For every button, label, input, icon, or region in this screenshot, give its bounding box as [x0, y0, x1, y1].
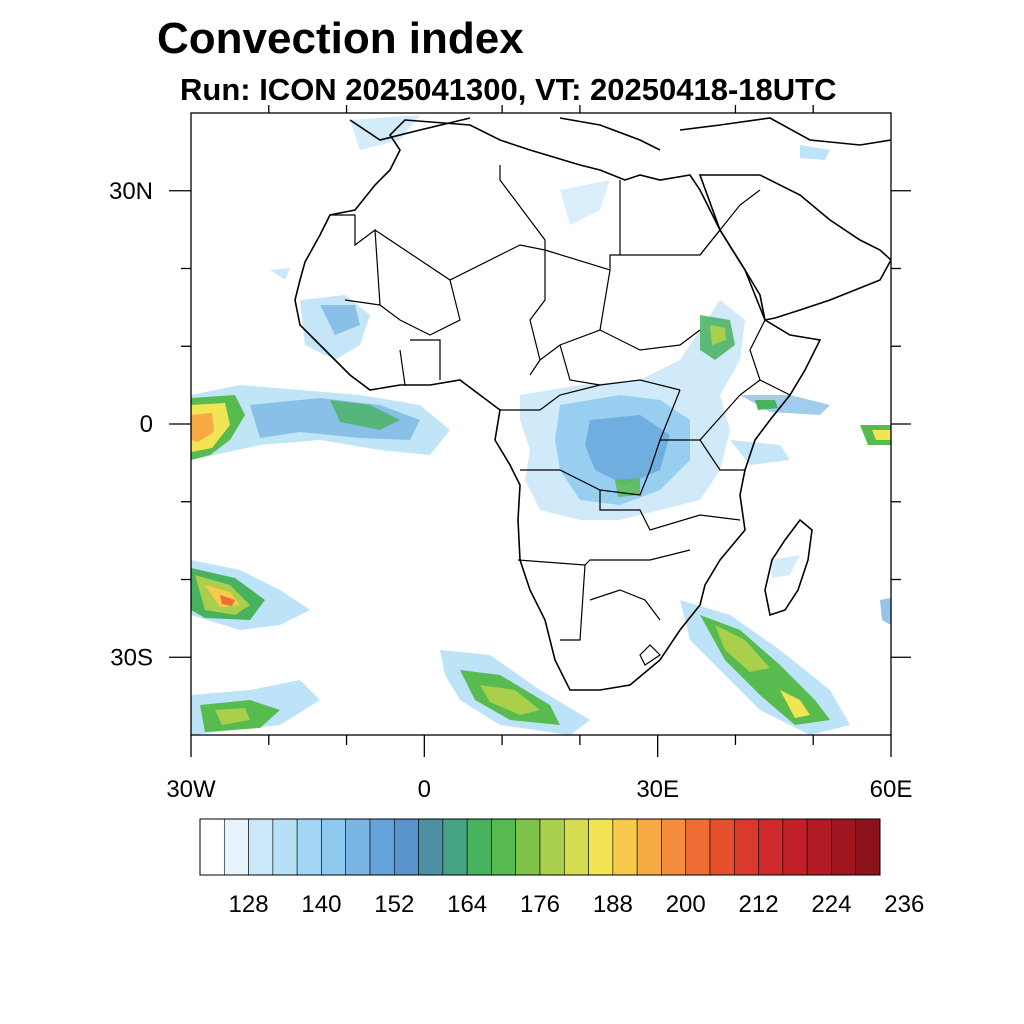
colorbar-swatch [248, 818, 274, 876]
colorbar-swatch [612, 818, 638, 876]
colorbar-swatch [369, 818, 395, 876]
x-tick-label: 30W [166, 776, 216, 803]
y-tick-label: 0 [140, 411, 153, 438]
y-axis-labels: 30N 0 30S [109, 178, 153, 672]
colorbar-label: 164 [447, 891, 487, 918]
africa-coastline [294, 119, 822, 691]
colorbar-swatch [296, 818, 322, 876]
colorbar-swatch [661, 818, 687, 876]
colorbar-swatch [831, 818, 857, 876]
colorbar-swatch [393, 818, 419, 876]
colorbar-label: 140 [301, 891, 341, 918]
colorbar-label: 152 [374, 891, 414, 918]
colorbar [199, 818, 881, 876]
west-africa-cells [300, 295, 370, 360]
colorbar-frame [199, 818, 881, 876]
colorbar-swatch [782, 818, 808, 876]
south-atlantic-band [191, 560, 310, 630]
x-tick-label: 0 [418, 776, 431, 803]
colorbar-label: 236 [884, 891, 924, 918]
colorbar-label: 212 [739, 891, 779, 918]
colorbar-swatch [685, 818, 711, 876]
colorbar-swatch [588, 818, 614, 876]
southern-ocean-streaks [191, 555, 891, 735]
colorbar-swatch [563, 818, 589, 876]
colorbar-swatch [345, 818, 371, 876]
colorbar-swatch [733, 818, 759, 876]
colorbar-swatch [636, 818, 662, 876]
arabia-coastline [698, 174, 891, 321]
colorbar-swatch [321, 818, 347, 876]
colorbar-swatch [758, 818, 784, 876]
coastlines [294, 117, 891, 691]
colorbar-label: 176 [520, 891, 560, 918]
northern-streaks [270, 115, 830, 280]
atlantic-equatorial-band [191, 385, 450, 460]
colorbar-swatch [223, 818, 249, 876]
colorbar-swatch [806, 818, 832, 876]
colorbar-swatch [709, 818, 735, 876]
central-africa-convection [520, 300, 891, 520]
mediterranean-north-coast [349, 117, 891, 151]
country-borders [330, 165, 791, 666]
x-tick-label: 30E [636, 776, 679, 803]
y-tick-label: 30N [109, 178, 153, 205]
colorbar-swatch [418, 818, 444, 876]
madagascar [764, 518, 813, 617]
colorbar-swatch [855, 818, 881, 876]
colorbar-swatch [442, 818, 468, 876]
x-tick-label: 60E [870, 776, 913, 803]
x-axis-labels: 30W 0 30E 60E [166, 776, 912, 803]
colorbar-swatch [466, 818, 492, 876]
convection-field-layer [191, 115, 891, 735]
colorbar-swatch [199, 818, 225, 876]
colorbar-label: 200 [666, 891, 706, 918]
y-tick-label: 30S [110, 644, 153, 671]
axis-ticks [169, 105, 911, 757]
colorbar-labels: 128 140 152 164 176 188 200 212 224 236 [229, 891, 925, 918]
colorbar-label: 128 [229, 891, 269, 918]
map-subtitle: Run: ICON 2025041300, VT: 20250418-18UTC [180, 72, 837, 107]
colorbar-swatch [272, 818, 298, 876]
colorbar-label: 188 [593, 891, 633, 918]
map-title: Convection index [157, 14, 524, 63]
colorbar-label: 224 [811, 891, 851, 918]
colorbar-swatch [491, 818, 517, 876]
colorbar-swatch [539, 818, 565, 876]
colorbar-swatch [515, 818, 541, 876]
